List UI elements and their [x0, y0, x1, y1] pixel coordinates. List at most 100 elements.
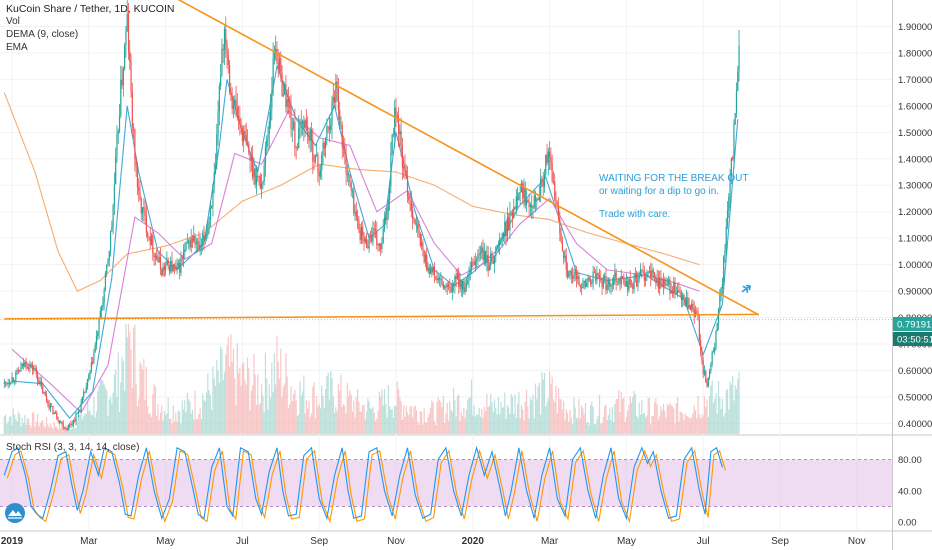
volume-bar — [113, 374, 115, 434]
dema-legend[interactable]: DEMA (9, close) — [6, 29, 79, 40]
candle-body — [276, 48, 278, 63]
volume-bar — [378, 391, 380, 434]
candle-body — [161, 268, 163, 276]
candle-body — [591, 282, 593, 284]
volume-bar — [346, 382, 348, 434]
x-tick-label: Mar — [80, 536, 98, 547]
stoch-rsi-title[interactable]: Stoch RSI (3, 3, 14, 14, close) — [6, 442, 140, 453]
volume-bar — [213, 378, 215, 434]
volume-bar — [376, 418, 378, 434]
volume-bar — [120, 382, 122, 434]
candle-body — [706, 382, 708, 387]
volume-bar — [101, 379, 103, 434]
annotation-line-1: WAITING FOR THE BREAK OUT — [599, 173, 749, 184]
volume-bar — [336, 411, 338, 434]
candle-body — [707, 377, 709, 387]
volume-bar — [596, 419, 598, 434]
ema-legend[interactable]: EMA — [6, 42, 28, 53]
candle-body — [115, 156, 117, 185]
candle-body — [239, 117, 241, 125]
volume-bar — [21, 417, 23, 434]
candle-body — [117, 131, 119, 135]
candle-body — [730, 158, 732, 177]
volume-bar — [8, 417, 11, 434]
candle-body — [520, 183, 523, 193]
volume-bar — [127, 324, 130, 434]
candle-body — [122, 68, 124, 86]
volume-bar — [719, 396, 721, 434]
candle-body — [316, 154, 318, 156]
candle-body — [248, 143, 250, 154]
candle-body — [620, 276, 622, 285]
tradingview-logo-icon[interactable] — [5, 503, 25, 523]
candle-body — [200, 244, 203, 246]
candle-body — [69, 423, 71, 425]
candle-body — [165, 265, 167, 271]
candle-body — [377, 245, 379, 246]
trendlines[interactable] — [0, 0, 892, 321]
volume-bar — [272, 392, 274, 434]
volume-bar — [359, 411, 361, 434]
volume-bar — [670, 404, 672, 434]
y-tick-label: 0.50000 — [898, 392, 932, 403]
volume-bar — [141, 369, 144, 434]
volume-bar — [152, 394, 154, 434]
candle-body — [362, 226, 364, 237]
volume-bar — [487, 407, 489, 434]
candle-body — [307, 126, 309, 137]
candle-body — [506, 217, 508, 237]
candle-body — [175, 266, 177, 269]
volume-bar — [133, 327, 135, 434]
volume-bar — [43, 425, 45, 434]
volume-legend[interactable]: Vol — [6, 16, 20, 27]
candle-body — [522, 183, 524, 199]
volume-bar — [94, 417, 96, 434]
candle-body — [271, 91, 273, 109]
candle-body — [286, 99, 288, 107]
candle-body — [21, 363, 23, 368]
candle-body — [674, 282, 676, 294]
volume-bar — [98, 385, 100, 434]
candle-body — [61, 422, 63, 423]
volume-bar — [720, 408, 722, 434]
candle-body — [513, 207, 515, 219]
volume-bar — [16, 421, 18, 434]
candle-body — [97, 332, 99, 337]
volume-bar — [390, 409, 392, 434]
candle-body — [405, 170, 407, 177]
volume-bar — [437, 396, 439, 434]
candle-body — [734, 113, 736, 125]
volume-bar — [29, 425, 31, 434]
candle-body — [153, 253, 155, 258]
volume-bar — [389, 406, 391, 434]
candle-body — [212, 183, 214, 207]
candle-body — [473, 262, 475, 265]
candle-body — [326, 126, 328, 139]
candle-body — [717, 308, 720, 324]
candle-body — [136, 166, 139, 188]
candle-body — [570, 270, 572, 276]
candle-body — [424, 254, 427, 262]
candle-body — [412, 210, 414, 219]
candle-body — [177, 262, 179, 267]
volume-bar — [221, 349, 223, 434]
candle-body — [261, 183, 263, 189]
candle-body — [572, 275, 574, 279]
candle-body — [598, 274, 601, 279]
candle-body — [231, 95, 233, 109]
candle-body — [478, 253, 480, 255]
candles — [3, 0, 740, 432]
volume-bar — [456, 396, 459, 434]
volume-bar — [363, 405, 365, 434]
volume-bar — [191, 410, 194, 434]
candle-body — [549, 151, 551, 158]
candle-body — [185, 242, 187, 249]
stoch-rsi-k-line — [3, 445, 723, 521]
candle-body — [486, 255, 488, 263]
volume-bar — [364, 419, 366, 434]
y-tick-label: 0.60000 — [898, 366, 932, 377]
candle-body — [712, 351, 715, 353]
volume-bar — [550, 383, 552, 434]
candle-body — [72, 420, 75, 425]
